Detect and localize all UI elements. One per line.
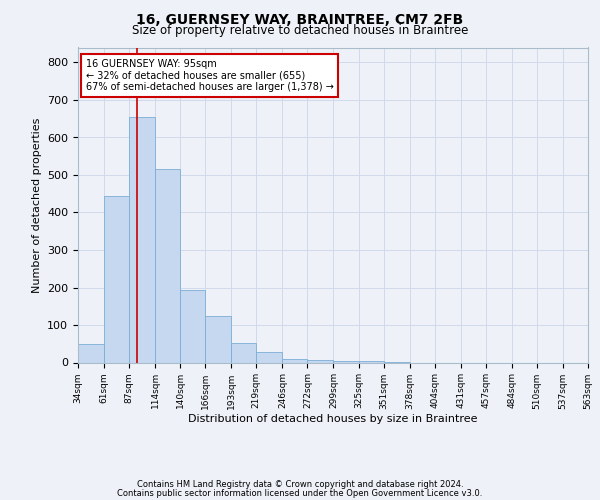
Bar [78, 344, 104, 362]
Text: Contains HM Land Registry data © Crown copyright and database right 2024.: Contains HM Land Registry data © Crown c… [137, 480, 463, 489]
Bar [180, 290, 205, 362]
Bar [155, 170, 180, 362]
Bar [256, 352, 283, 362]
Bar [231, 343, 256, 362]
Bar [283, 359, 307, 362]
Text: 16, GUERNSEY WAY, BRAINTREE, CM7 2FB: 16, GUERNSEY WAY, BRAINTREE, CM7 2FB [136, 12, 464, 26]
Bar [334, 360, 359, 362]
X-axis label: Distribution of detached houses by size in Braintree: Distribution of detached houses by size … [188, 414, 478, 424]
Y-axis label: Number of detached properties: Number of detached properties [32, 118, 41, 292]
Bar [307, 360, 334, 362]
Bar [129, 117, 155, 362]
Bar [205, 316, 231, 362]
Text: 16 GUERNSEY WAY: 95sqm
← 32% of detached houses are smaller (655)
67% of semi-de: 16 GUERNSEY WAY: 95sqm ← 32% of detached… [86, 58, 334, 92]
Bar [104, 196, 129, 362]
Text: Contains public sector information licensed under the Open Government Licence v3: Contains public sector information licen… [118, 489, 482, 498]
Text: Size of property relative to detached houses in Braintree: Size of property relative to detached ho… [132, 24, 468, 37]
